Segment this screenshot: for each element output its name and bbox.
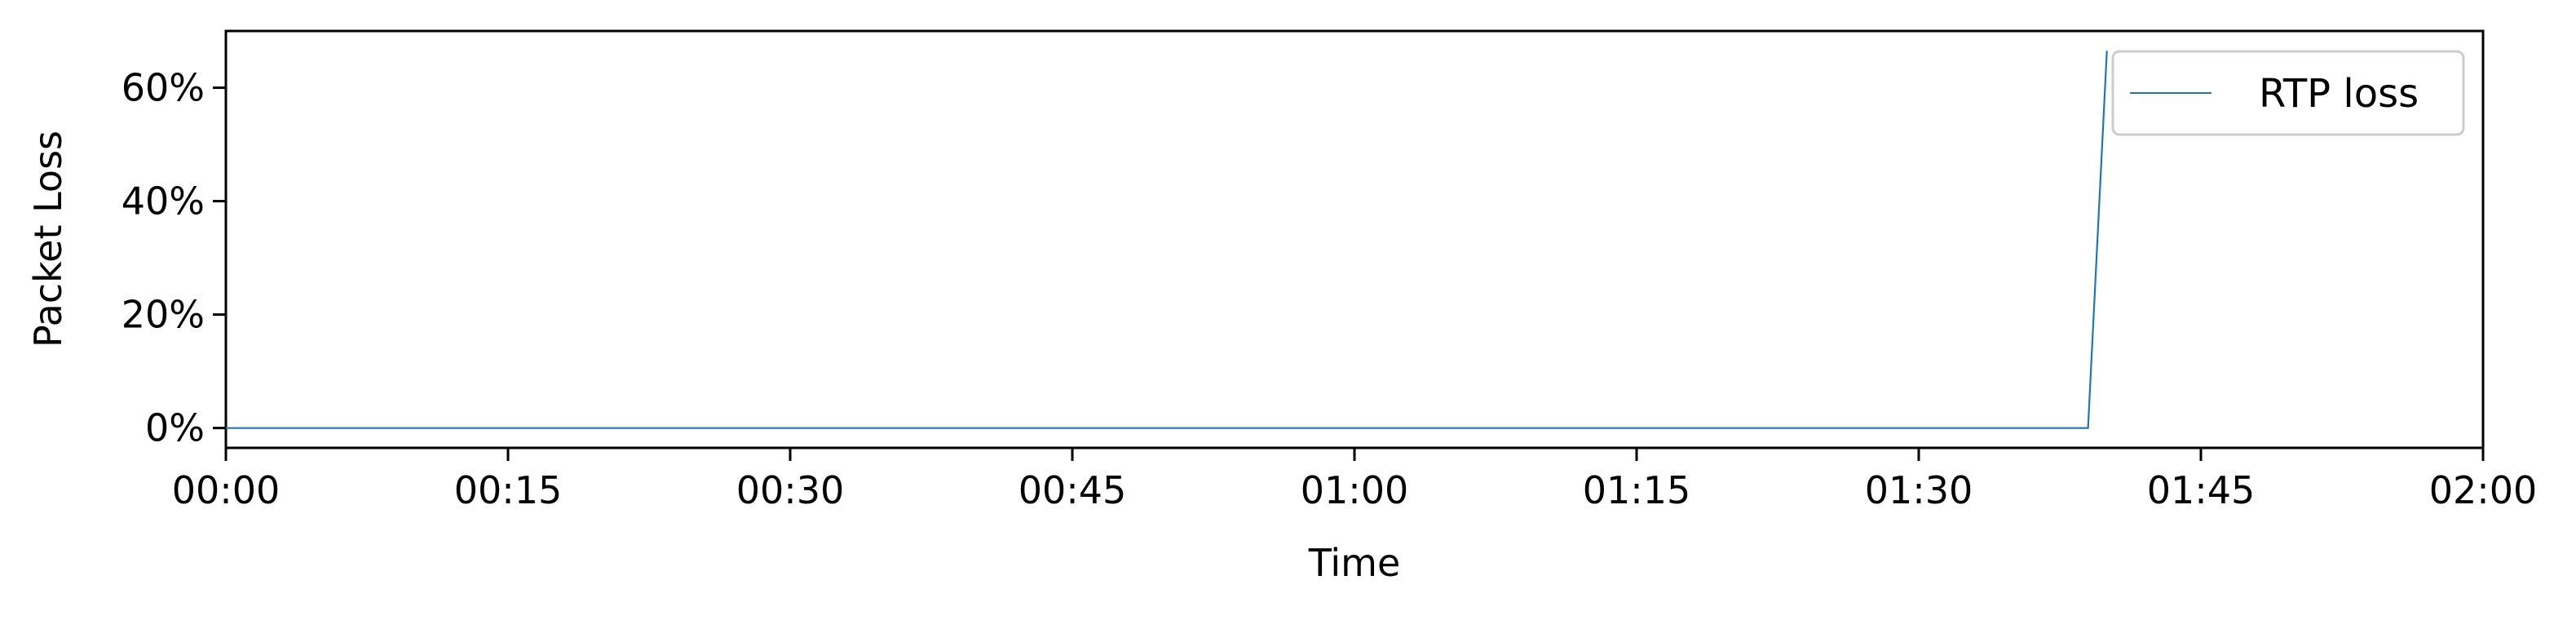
x-tick-label: 00:00 <box>172 468 281 512</box>
y-axis-ticks: 0% 20% 40% 60% <box>122 66 226 450</box>
x-tick-label: 01:00 <box>1301 468 1409 512</box>
x-tick-label: 02:00 <box>2429 468 2538 512</box>
series-line-rtp-loss <box>226 51 2108 429</box>
y-tick-label: 0% <box>145 406 205 450</box>
legend-box <box>2111 50 2465 136</box>
y-tick-label: 20% <box>122 293 205 337</box>
x-axis-label: Time <box>1308 541 1401 585</box>
x-tick-label: 01:45 <box>2147 468 2256 512</box>
legend: RTP loss <box>2111 50 2465 136</box>
x-tick-label: 01:30 <box>1865 468 1973 512</box>
x-tick-label: 00:30 <box>736 468 845 512</box>
series-layer <box>226 51 2108 429</box>
x-axis-ticks: 00:00 00:15 00:30 00:45 01:00 01:15 01:30 01:45… <box>172 448 2538 512</box>
x-tick-label: 01:15 <box>1583 468 1691 512</box>
legend-label: RTP loss <box>2259 71 2419 117</box>
x-tick-label: 00:45 <box>1018 468 1127 512</box>
y-axis-label: Packet Loss <box>26 131 70 348</box>
x-tick-label: 00:15 <box>454 468 563 512</box>
y-tick-label: 40% <box>122 179 205 224</box>
y-tick-label: 60% <box>122 66 205 110</box>
